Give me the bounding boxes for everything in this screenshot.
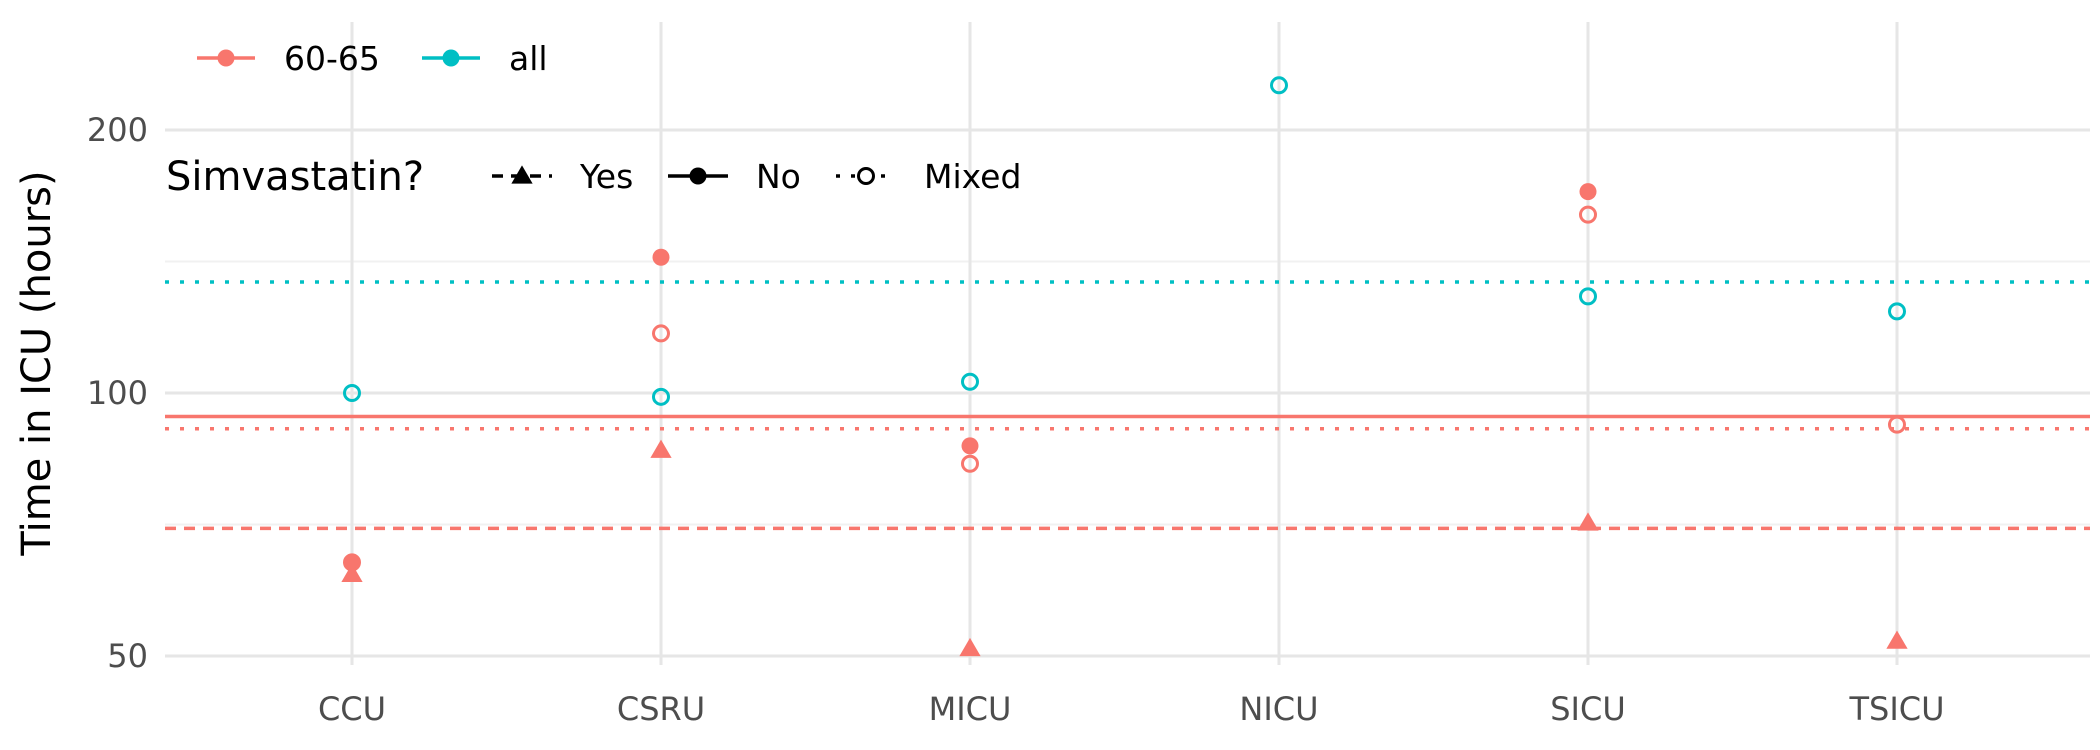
legend-entry-all: all bbox=[422, 39, 548, 78]
data-point bbox=[1270, 76, 1288, 95]
x-tick-label: SICU bbox=[1550, 690, 1626, 728]
legend-key-point bbox=[689, 167, 707, 185]
legend-key-point bbox=[442, 49, 460, 67]
data-point bbox=[1579, 183, 1597, 201]
y-tick-label: 50 bbox=[107, 637, 148, 675]
data-point bbox=[961, 437, 979, 455]
data-point bbox=[961, 454, 979, 473]
x-tick-label: CSRU bbox=[617, 690, 705, 728]
x-tick-label: CCU bbox=[318, 690, 386, 728]
x-tick-label: TSICU bbox=[1848, 690, 1944, 728]
legend-title: Simvastatin? bbox=[166, 154, 424, 200]
data-point bbox=[343, 384, 361, 402]
data-point bbox=[961, 372, 979, 391]
legend-label: No bbox=[756, 157, 801, 196]
x-tick-label: MICU bbox=[929, 690, 1012, 728]
data-point bbox=[652, 387, 670, 406]
legend-key-point bbox=[217, 49, 235, 67]
legend: 60-65 all Simvastatin? Yes No Mixed bbox=[166, 39, 1021, 200]
axis-ticks: 50 100 200 CCU CSRU MICU NICU SICU TSICU bbox=[87, 111, 1945, 728]
data-point bbox=[1579, 205, 1597, 224]
legend-label: Mixed bbox=[924, 157, 1021, 196]
data-point bbox=[343, 553, 361, 572]
data-point bbox=[959, 637, 981, 657]
data-point bbox=[650, 439, 672, 458]
grid bbox=[165, 22, 2090, 665]
legend-label: all bbox=[509, 39, 548, 78]
legend-entry-Mixed: Mixed bbox=[836, 157, 1021, 196]
data-point bbox=[1579, 287, 1597, 306]
legend-label: 60-65 bbox=[284, 39, 380, 78]
y-tick-label: 100 bbox=[87, 374, 148, 412]
legend-entry-No: No bbox=[668, 157, 801, 196]
data-point bbox=[1577, 512, 1599, 531]
data-point bbox=[652, 248, 670, 266]
reference-lines bbox=[165, 280, 2090, 531]
data-point bbox=[652, 324, 670, 343]
legend-key-point bbox=[857, 167, 875, 185]
y-tick-label: 200 bbox=[87, 111, 148, 149]
data-point bbox=[1888, 302, 1906, 321]
legend-label: Yes bbox=[579, 157, 633, 196]
legend-entry-Yes: Yes bbox=[492, 157, 633, 196]
data-points bbox=[341, 76, 1908, 657]
x-tick-label: NICU bbox=[1239, 690, 1318, 728]
legend-entry-60-65: 60-65 bbox=[197, 39, 380, 78]
y-axis-label: Time in ICU (hours) bbox=[14, 170, 60, 556]
data-point bbox=[1888, 415, 1906, 434]
data-point bbox=[341, 563, 363, 583]
data-point bbox=[1886, 630, 1908, 649]
legend-key-point bbox=[511, 165, 533, 184]
